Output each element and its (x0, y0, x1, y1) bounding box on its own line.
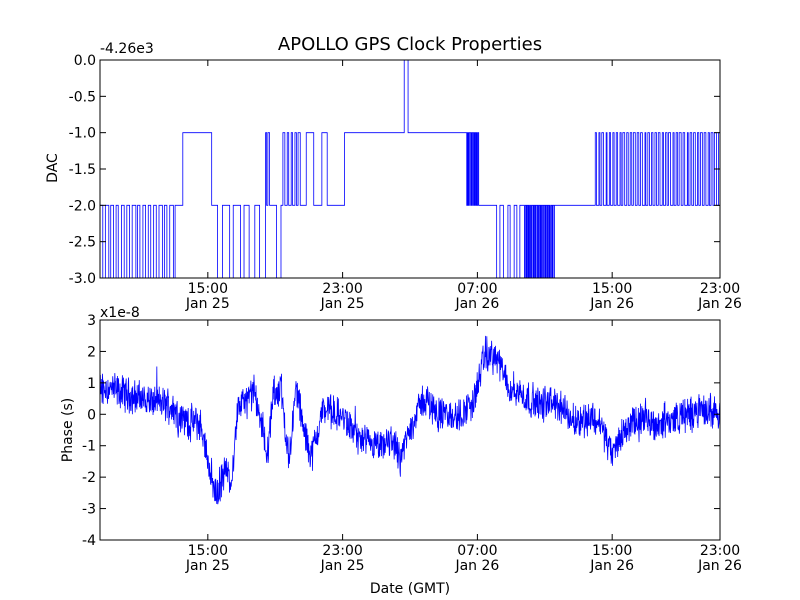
x-axis-label: Date (GMT) (370, 581, 450, 597)
phase-x-tick-time: 15:00 (188, 543, 228, 559)
phase-x-tick-time: 07:00 (457, 543, 497, 559)
dac-series-line (100, 60, 720, 278)
dac-x-tick-date: Jan 26 (454, 296, 499, 312)
phase-x-tick-time: 15:00 (592, 543, 632, 559)
dac-y-tick-label: -2.0 (69, 198, 96, 214)
phase-y-tick-label: 1 (87, 376, 96, 392)
dac-panel: -4.26e3 DAC 0.0 -0.5 -1.0 -1.5 -2.0 -2.5 -3.0 1… (45, 41, 742, 312)
phase-y-axis-label: Phase (s) (60, 398, 76, 462)
phase-x-tick-date: Jan 26 (697, 558, 742, 574)
dac-y-tick-label: -1.5 (69, 162, 96, 178)
dac-y-tick-label: -2.5 (69, 235, 96, 251)
phase-plot-area (100, 335, 720, 505)
phase-y-tick-label: 2 (87, 344, 96, 360)
phase-y-tick-label: -3 (82, 502, 96, 518)
phase-x-tick-time: 23:00 (322, 543, 362, 559)
dac-x-tick-time: 15:00 (188, 281, 228, 297)
phase-offset-label: x1e-8 (100, 305, 140, 321)
dac-plot-area (100, 60, 720, 278)
phase-y-tick-label: -2 (82, 470, 96, 486)
phase-y-tick-label: 0 (87, 407, 96, 423)
dac-y-tick-label: -1.0 (69, 126, 96, 142)
phase-x-tick-time: 23:00 (700, 543, 740, 559)
chart-title: APOLLO GPS Clock Properties (278, 34, 542, 55)
phase-y-tick-label: -4 (82, 533, 96, 549)
dac-x-tick-date: Jan 26 (697, 296, 742, 312)
dac-x-tick-time: 23:00 (700, 281, 740, 297)
phase-x-tick-date: Jan 26 (454, 558, 499, 574)
phase-x-tick-date: Jan 25 (320, 558, 365, 574)
dac-x-tick-time: 23:00 (322, 281, 362, 297)
dac-x-tick-time: 07:00 (457, 281, 497, 297)
dac-offset-label: -4.26e3 (100, 41, 154, 57)
phase-axes-frame (99, 319, 721, 541)
phase-x-tick-date: Jan 26 (589, 558, 634, 574)
dac-x-tick-date: Jan 25 (185, 296, 230, 312)
phase-panel: x1e-8 Phase (s) Date (GMT) 3 2 1 0 -1 -2 -3 -4 1… (60, 305, 742, 597)
phase-x-tick-date: Jan 25 (185, 558, 230, 574)
phase-y-tick-label: -1 (82, 439, 96, 455)
dac-y-axis-label: DAC (45, 153, 61, 183)
phase-y-tick-label: 3 (87, 313, 96, 329)
dac-x-tick-time: 15:00 (592, 281, 632, 297)
dac-y-tick-label: -0.5 (69, 89, 96, 105)
dac-y-tick-label: -3.0 (69, 271, 96, 287)
phase-series-line (100, 335, 720, 505)
dac-x-tick-date: Jan 26 (589, 296, 634, 312)
dac-y-tick-label: 0.0 (74, 53, 96, 69)
dac-x-tick-date: Jan 25 (320, 296, 365, 312)
